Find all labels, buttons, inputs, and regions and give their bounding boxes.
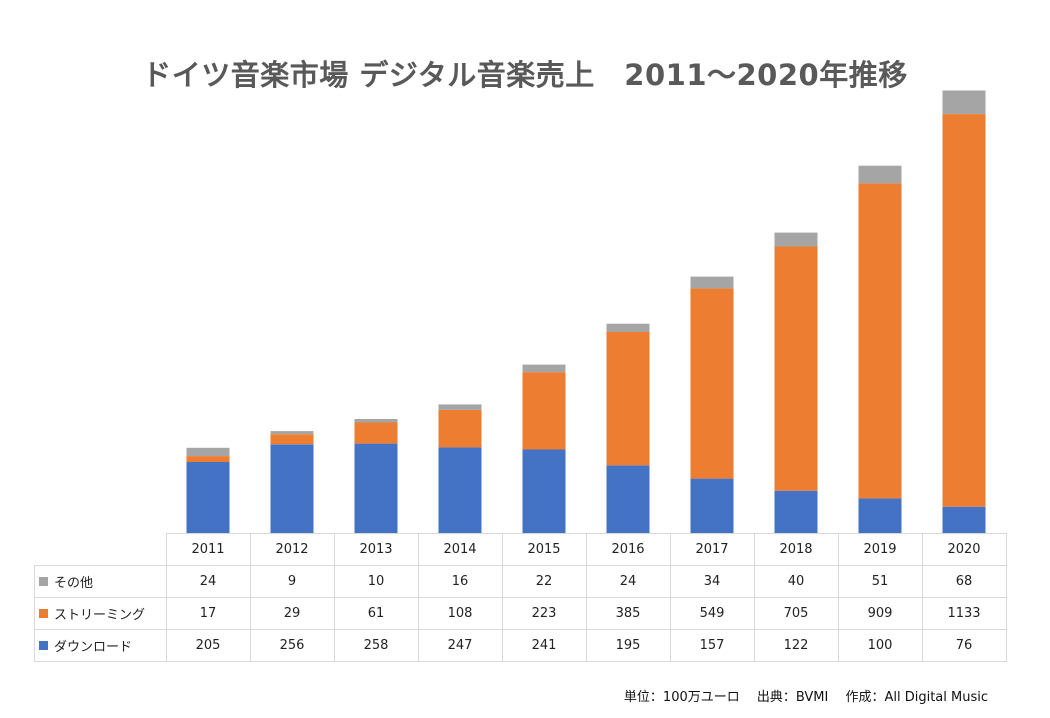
data-label-2017: 157 (669, 629, 755, 662)
table-corner (34, 533, 167, 566)
tick-label-2015: 2015 (501, 533, 587, 566)
bar-2017-ストリーミング (690, 288, 734, 479)
bar-2020-ストリーミング (942, 114, 986, 507)
bar-2015-ストリーミング (522, 372, 566, 450)
bar-2019-その他 (858, 165, 902, 184)
data-label-2016: 195 (585, 629, 671, 662)
data-label-2012: 29 (249, 597, 335, 630)
bar-2013-ストリーミング (354, 422, 398, 444)
chart-title: ドイツ音楽市場 デジタル音楽売上 2011〜2020年推移 (142, 58, 908, 92)
bar-2018-ダウンロード (774, 490, 818, 533)
tick-label-2020: 2020 (921, 533, 1007, 566)
bar-2019-ダウンロード (858, 498, 902, 533)
bar-2014-ストリーミング (438, 410, 482, 448)
bar-2019-ストリーミング (858, 183, 902, 499)
data-label-2011: 205 (165, 629, 251, 662)
tick-label-2017: 2017 (669, 533, 755, 566)
legend-entry: ストリーミング (34, 597, 167, 630)
data-label-2014: 16 (417, 565, 503, 598)
data-label-2011: 24 (165, 565, 251, 598)
bar-2020-その他 (942, 90, 986, 115)
bar-2011-ダウンロード (186, 462, 230, 533)
tick-label-2016: 2016 (585, 533, 671, 566)
data-label-2015: 241 (501, 629, 587, 662)
table-row: ストリーミング 17 29 61 108 223 385 549 705 909 1133 (34, 597, 1007, 630)
bar-2018-その他 (774, 232, 818, 247)
bar-2013-その他 (354, 419, 398, 423)
data-label-2015: 223 (501, 597, 587, 630)
source-note: 単位：100万ユーロ 出典：BVMI 作成：All Digital Music (623, 690, 988, 705)
tick-label-2018: 2018 (753, 533, 839, 566)
data-table: 2011 2012 2013 2014 2015 2016 2017 2018 2019 2020… (34, 533, 1007, 662)
bar-2015-ダウンロード (522, 449, 566, 533)
tick-label-2014: 2014 (417, 533, 503, 566)
data-label-2018: 705 (753, 597, 839, 630)
bar-2018-ストリーミング (774, 246, 818, 491)
bar-2015-その他 (522, 364, 566, 373)
bar-2012-ダウンロード (270, 444, 314, 533)
table-row: その他 24 9 10 16 22 24 34 40 51 68 (34, 565, 1007, 598)
data-label-2015: 22 (501, 565, 587, 598)
data-label-2019: 51 (837, 565, 923, 598)
table-header-row: 2011 2012 2013 2014 2015 2016 2017 2018 2019 2020 (34, 533, 1007, 566)
bar-2016-ダウンロード (606, 465, 650, 533)
data-label-2013: 258 (333, 629, 419, 662)
bars-layer (186, 90, 986, 533)
tick-label-2012: 2012 (249, 533, 335, 566)
data-label-2014: 108 (417, 597, 503, 630)
legend-entry: ダウンロード (34, 629, 167, 662)
bar-2020-ダウンロード (942, 506, 986, 533)
data-label-2017: 34 (669, 565, 755, 598)
data-label-2019: 909 (837, 597, 923, 630)
data-label-2016: 24 (585, 565, 671, 598)
legend-swatch (39, 641, 48, 650)
bar-2017-その他 (690, 276, 734, 289)
legend-swatch (39, 609, 48, 618)
legend-label: ダウンロード (54, 640, 133, 655)
table-row: ダウンロード 205 256 258 247 241 195 157 122 100 76 (34, 629, 1007, 662)
bar-2011-その他 (186, 447, 230, 457)
data-label-2012: 256 (249, 629, 335, 662)
data-label-2020: 76 (921, 629, 1007, 662)
tick-label-2011: 2011 (165, 533, 251, 566)
data-label-2014: 247 (417, 629, 503, 662)
legend-label: その他 (54, 576, 94, 591)
data-label-2012: 9 (249, 565, 335, 598)
bar-2012-ストリーミング (270, 434, 314, 445)
tick-label-2013: 2013 (333, 533, 419, 566)
data-label-2013: 10 (333, 565, 419, 598)
data-label-2011: 17 (165, 597, 251, 630)
legend-swatch (39, 577, 48, 586)
tick-label-2019: 2019 (837, 533, 923, 566)
bar-2011-ストリーミング (186, 456, 230, 462)
data-label-2017: 549 (669, 597, 755, 630)
data-label-2020: 1133 (921, 597, 1007, 630)
legend-label: ストリーミング (54, 608, 146, 623)
data-label-2018: 40 (753, 565, 839, 598)
bar-2012-その他 (270, 431, 314, 435)
data-label-2018: 122 (753, 629, 839, 662)
data-label-2020: 68 (921, 565, 1007, 598)
bar-2013-ダウンロード (354, 443, 398, 533)
data-label-2019: 100 (837, 629, 923, 662)
bar-2017-ダウンロード (690, 478, 734, 533)
data-label-2016: 385 (585, 597, 671, 630)
bar-2016-その他 (606, 323, 650, 332)
data-label-2013: 61 (333, 597, 419, 630)
bar-2016-ストリーミング (606, 332, 650, 466)
bar-2014-ダウンロード (438, 447, 482, 533)
legend-entry: その他 (34, 565, 167, 598)
bar-2014-その他 (438, 404, 482, 410)
